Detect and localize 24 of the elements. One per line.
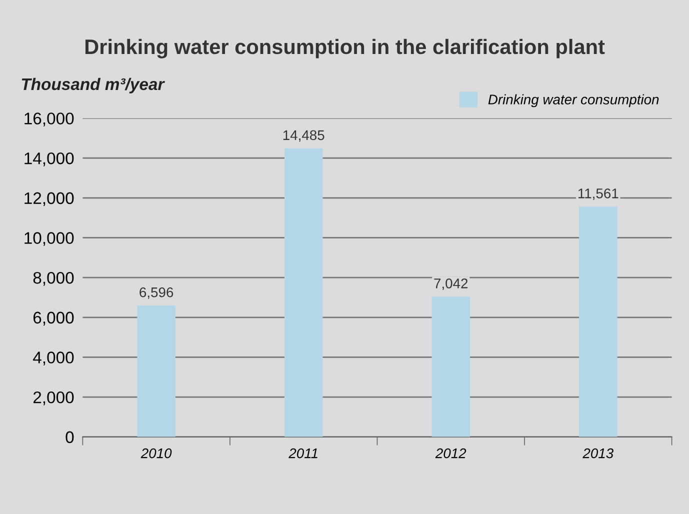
- y-tick-label: 0: [66, 431, 74, 444]
- legend-label: Drinking water consumption: [488, 94, 659, 108]
- chart-title: Drinking water consumption in the clarification plant: [85, 38, 605, 58]
- bar: [432, 296, 470, 437]
- y-tick-label: 4,000: [33, 352, 74, 366]
- y-tick-label: 12,000: [24, 192, 74, 206]
- bar: [284, 148, 323, 437]
- x-tick-label: 2011: [288, 448, 318, 458]
- x-tick-label: 2010: [140, 448, 172, 458]
- y-tick-label: 6,000: [33, 312, 74, 326]
- y-tick-label: 2,000: [33, 391, 74, 406]
- x-tick-label: 2012: [435, 448, 466, 458]
- data-label: 14,485: [283, 130, 324, 142]
- x-tick-label: 2013: [582, 448, 614, 458]
- bar: [137, 306, 176, 437]
- y-tick-label: 14,000: [24, 152, 74, 166]
- data-label: 11,561: [578, 188, 618, 200]
- y-axis-title: Thousand m³/year: [22, 78, 165, 94]
- y-tick-label: 10,000: [24, 232, 74, 246]
- y-tick-label: 8,000: [33, 272, 74, 286]
- bar: [578, 206, 618, 437]
- data-label: 6,596: [140, 287, 174, 299]
- y-tick-label: 16,000: [24, 112, 74, 126]
- data-label: 7,042: [434, 278, 468, 290]
